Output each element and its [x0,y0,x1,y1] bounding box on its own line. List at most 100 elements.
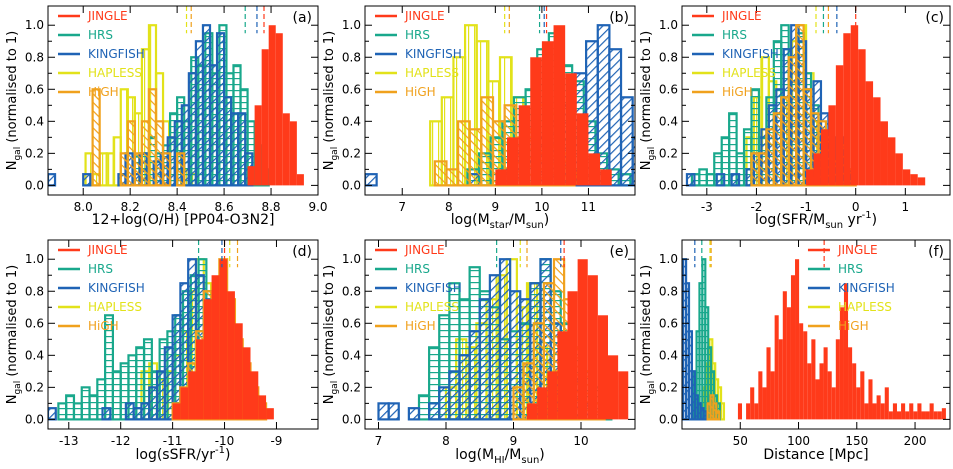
bar-jingle [873,97,881,186]
y-axis-label: Ngal (normalised to 1) [5,265,23,405]
y-tick-label: 0.2 [342,380,361,394]
x-axis-label-e: log(MHI/Msun) [455,447,545,466]
bar-jingle [786,307,791,420]
x-tick-label: 50 [733,434,748,448]
bar-jingle [576,113,589,186]
bar-jingle [541,41,554,186]
bar-jingle [807,363,812,420]
y-axis-label: Ngal (normalised to 1) [322,265,340,405]
bar-jingle [887,137,896,186]
legend-label-jingle: JINGLE [721,9,762,23]
bar-high [795,24,805,187]
x-tick-label: 8.2 [121,200,140,214]
legend-label-high: HiGH [88,85,119,99]
bar-jingle [835,339,840,420]
bar-high [780,96,790,187]
bar-kingfish [387,402,400,421]
bar-kingfish [148,386,159,421]
legend-label-jingle: JINGLE [87,9,128,23]
bar-jingle [565,73,577,186]
legend-label-hapless: HAPLESS [722,66,776,80]
x-tick-label: 8.0 [74,200,93,214]
y-tick-label: 0.8 [25,50,44,64]
y-axis-label: Ngal (normalised to 1) [322,31,340,171]
axes-frame [47,5,319,196]
y-tick-label: 1.0 [25,18,44,32]
bar-kingfish [702,410,708,421]
legend: JINGLE HRS KINGFISH HAPLESS HiGH [58,9,145,99]
y-tick-label: 0.8 [659,284,678,298]
legend-label-kingfish: KINGFISH [722,47,779,61]
bar-jingle [901,403,906,420]
bar-kingfish [140,402,151,421]
bar-jingle [872,403,877,420]
bar-high [161,152,172,187]
y-tick-label: 1.0 [659,18,678,32]
bar-kingfish [428,402,441,421]
bar-jingle [180,387,189,420]
x-tick-label: 10 [534,200,549,214]
y-tick-label: 0.6 [659,316,678,330]
bar-jingle [211,275,220,420]
legend-label-kingfish: KINGFISH [405,281,462,295]
bar-jingle [495,169,507,186]
x-tick-label: -2 [750,200,762,214]
panel-f: 0.0 0.2 0.4 0.6 0.8 1.0 50 100 150 200 Ngal (norma… [639,239,951,463]
bar-jingle [823,347,828,420]
x-axis-label-d: log(sSFR/yr-1) [136,445,231,463]
legend-label-hrs: HRS [88,28,113,42]
x-tick-label: -1 [800,200,812,214]
bar-jingle [843,283,849,420]
bar-kingfish [407,407,421,421]
legend-label-high: HiGH [722,85,753,99]
x-tick-label: 8.8 [261,200,280,214]
plot-area-a: 0.0 0.2 0.4 0.6 0.8 1.0 8.0 8.2 8.4 8.6 8.8 9.0 Ngal… [5,5,328,214]
bar-jingle [864,403,869,420]
bar-high [445,168,460,187]
bar-jingle [790,275,796,420]
bar-jingle [296,174,304,186]
series-jingle-2 [806,25,926,186]
bar-jingle [762,387,767,420]
bar-high [480,96,495,187]
series-jingle-3 [172,259,274,420]
axes-frame [364,5,636,196]
y-tick-label: 1.0 [659,252,678,266]
bar-kingfish [478,298,491,421]
x-tick-label: -13 [59,434,79,448]
y-tick-label: 0.8 [659,50,678,64]
legend-label-hrs: HRS [88,262,113,276]
x-tick-label: 100 [787,434,810,448]
bar-jingle [242,347,251,420]
y-tick-label: 0.6 [25,82,44,96]
panel-label-e: (e) [609,244,629,260]
bar-jingle [588,153,601,186]
x-tick-label: -11 [163,434,183,448]
legend: JINGLE HRS KINGFISH HAPLESS HiGH [692,9,779,99]
legend-label-jingle: JINGLE [404,243,445,257]
bar-jingle [774,315,779,420]
bar-jingle [268,25,276,186]
series-high-5 [706,394,721,421]
bar-hrs [705,173,716,187]
bar-high [457,120,471,187]
legend-label-high: HiGH [838,319,869,333]
legend-label-jingle: JINGLE [837,243,878,257]
bar-jingle [848,347,853,420]
legend-label-hrs: HRS [405,262,430,276]
legend-label-hapless: HAPLESS [88,300,142,314]
bar-jingle [921,411,926,420]
bar-kingfish [619,96,634,187]
bar-jingle [618,371,629,420]
y-tick-label: 0.4 [342,348,361,362]
legend: JINGLE HRS KINGFISH HAPLESS HiGH [58,243,145,333]
bar-jingle [806,169,814,186]
series-jingle-0 [247,25,304,186]
y-tick-label: 0.0 [659,178,678,192]
y-tick-label: 0.2 [25,380,44,394]
bar-jingle [600,169,612,186]
axes-frame [681,5,951,196]
legend-label-hapless: HAPLESS [88,66,142,80]
bar-jingle [518,105,531,186]
legend-label-high: HiGH [405,319,436,333]
